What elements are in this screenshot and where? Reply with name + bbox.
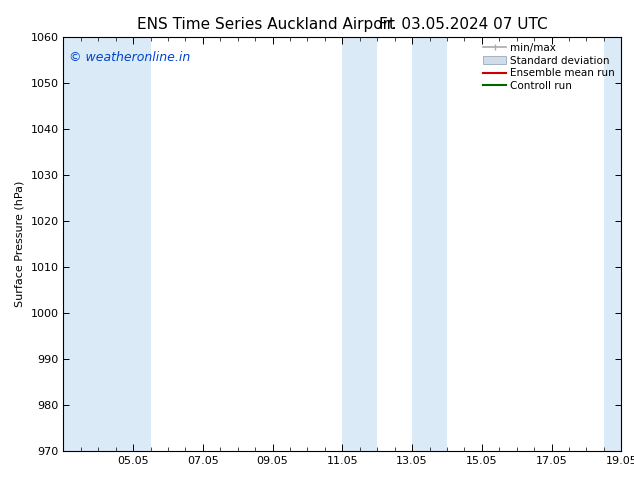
Text: ENS Time Series Auckland Airport: ENS Time Series Auckland Airport <box>138 17 395 32</box>
Bar <box>412 37 447 451</box>
Bar <box>63 37 150 451</box>
Bar <box>604 37 621 451</box>
Legend: min/max, Standard deviation, Ensemble mean run, Controll run: min/max, Standard deviation, Ensemble me… <box>480 40 618 94</box>
Text: © weatheronline.in: © weatheronline.in <box>69 51 190 64</box>
Text: Fr. 03.05.2024 07 UTC: Fr. 03.05.2024 07 UTC <box>378 17 547 32</box>
Bar <box>342 37 377 451</box>
Y-axis label: Surface Pressure (hPa): Surface Pressure (hPa) <box>15 181 25 307</box>
